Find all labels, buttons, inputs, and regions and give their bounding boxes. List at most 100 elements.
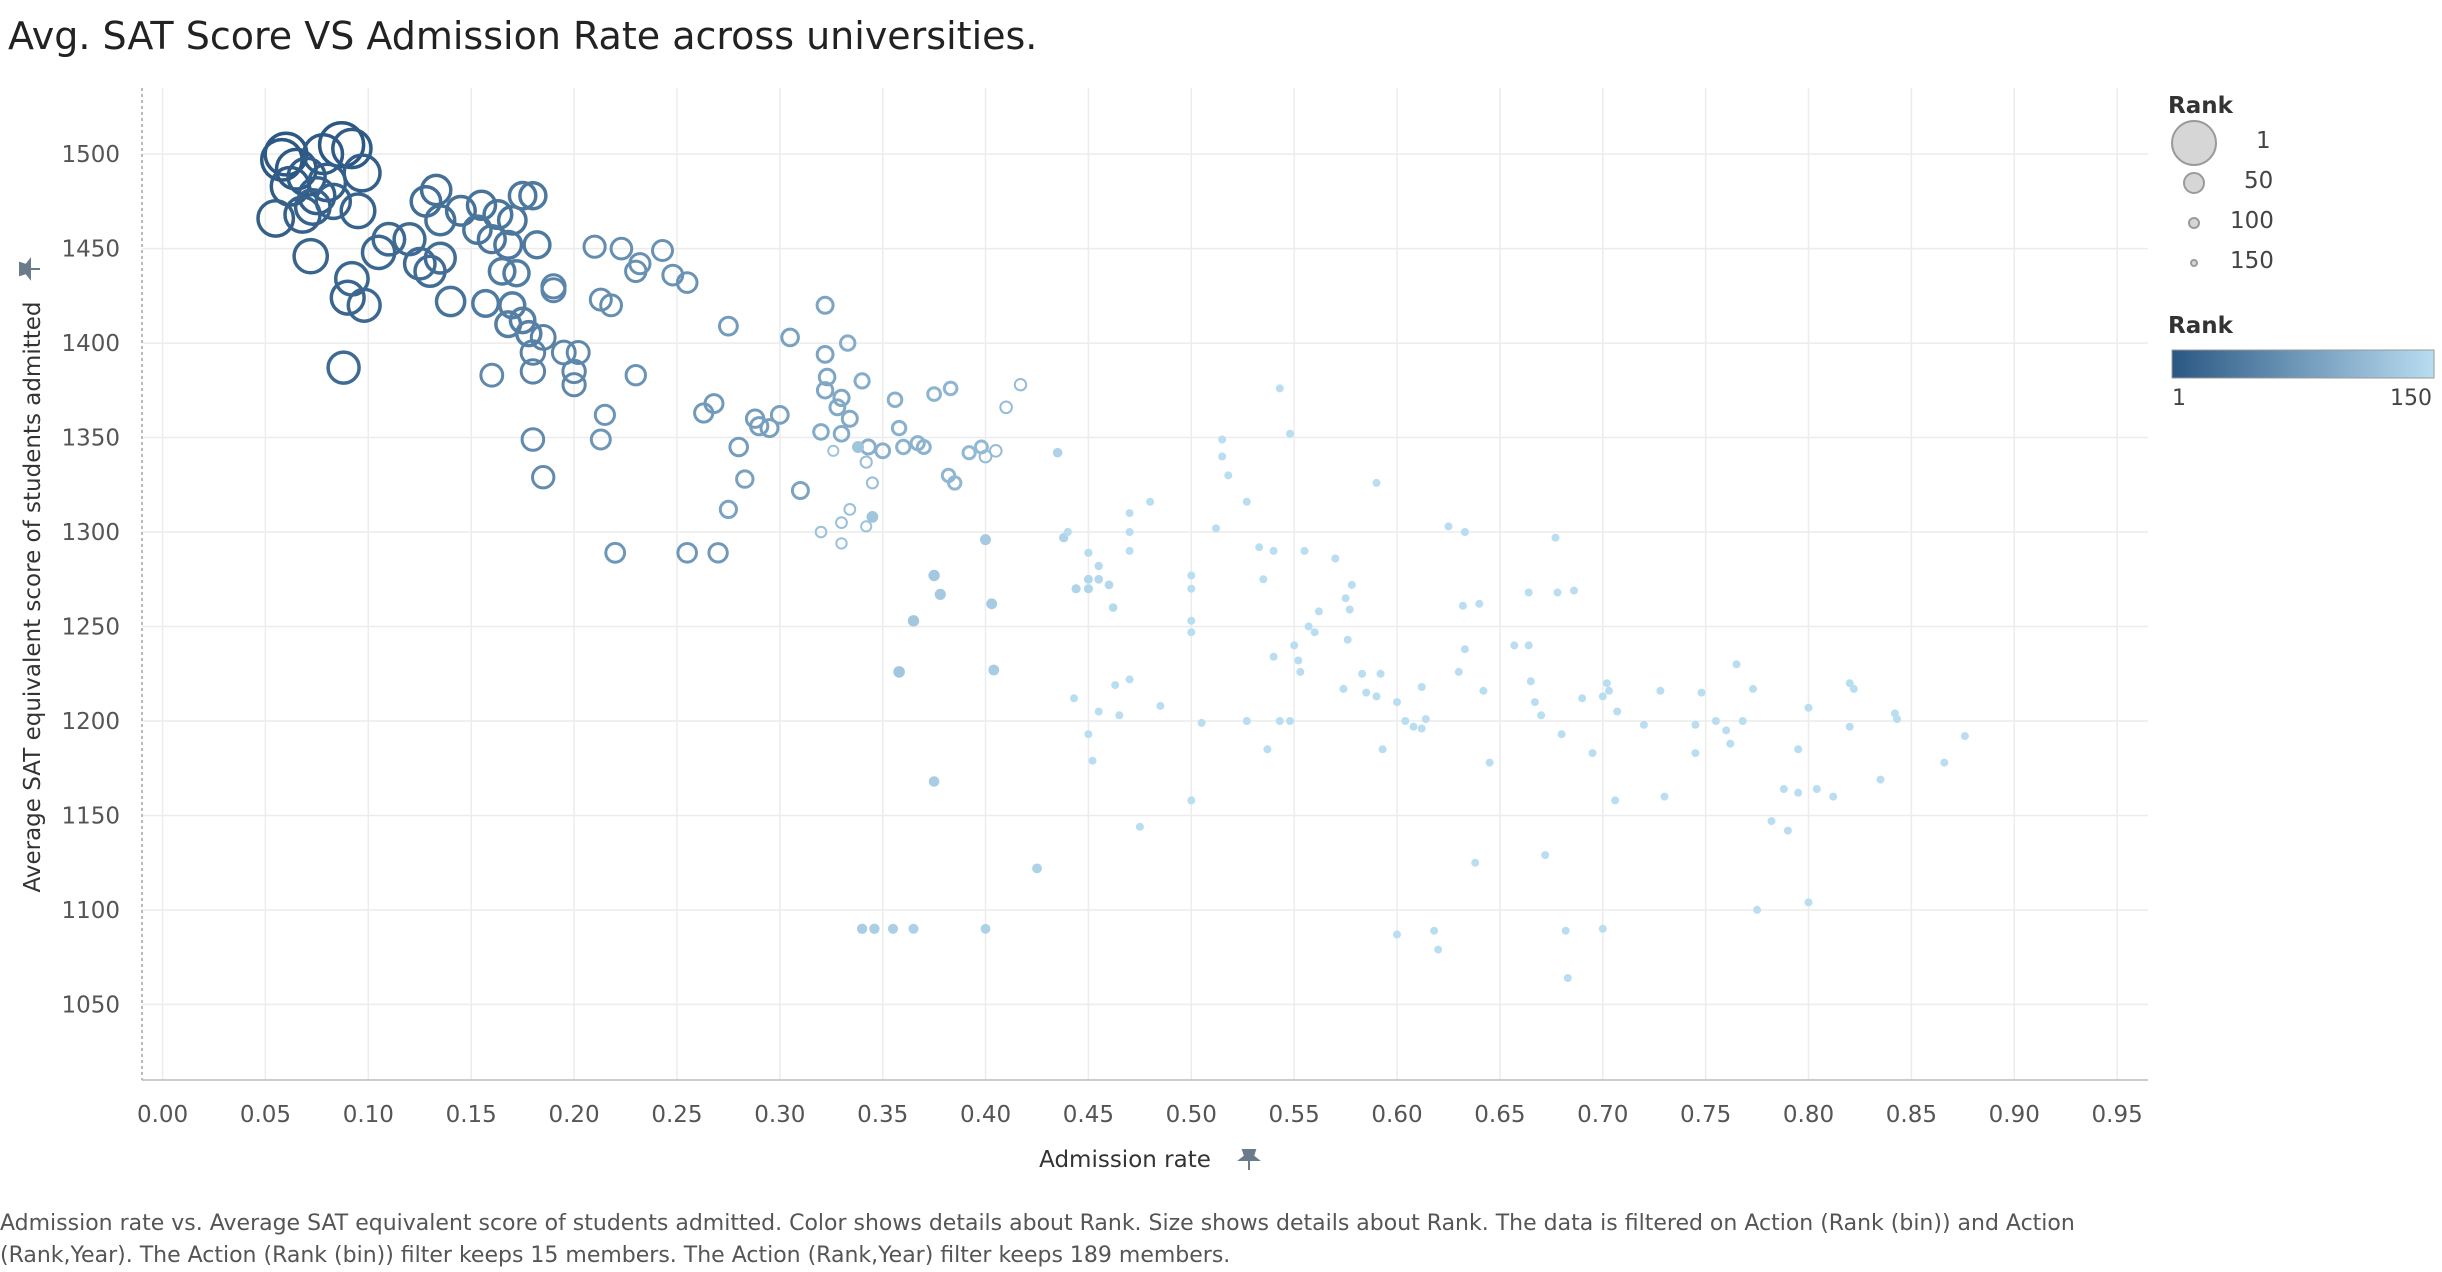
data-point[interactable]	[839, 334, 857, 352]
data-point[interactable]	[1421, 715, 1430, 724]
data-point[interactable]	[1286, 429, 1294, 438]
data-point[interactable]	[790, 481, 810, 500]
data-point[interactable]	[1156, 701, 1165, 710]
data-point[interactable]	[1417, 683, 1426, 691]
data-point[interactable]	[423, 241, 457, 275]
data-point[interactable]	[817, 367, 837, 387]
data-point[interactable]	[1553, 588, 1562, 597]
data-point[interactable]	[928, 776, 940, 787]
data-point[interactable]	[487, 256, 517, 286]
data-point[interactable]	[1602, 679, 1611, 688]
data-point[interactable]	[1940, 758, 1949, 767]
data-point[interactable]	[1314, 607, 1323, 616]
data-point[interactable]	[1732, 660, 1741, 669]
data-point[interactable]	[832, 425, 851, 443]
data-point[interactable]	[493, 229, 524, 260]
data-point[interactable]	[986, 598, 998, 610]
data-point[interactable]	[565, 340, 591, 365]
data-point[interactable]	[1290, 641, 1299, 650]
data-point[interactable]	[1088, 756, 1097, 765]
data-point[interactable]	[522, 230, 552, 260]
data-point[interactable]	[1372, 478, 1381, 487]
data-point[interactable]	[1343, 635, 1352, 644]
data-point[interactable]	[496, 204, 528, 236]
data-point[interactable]	[1259, 575, 1268, 584]
data-point[interactable]	[1108, 603, 1118, 612]
data-point[interactable]	[1454, 667, 1463, 676]
data-point[interactable]	[589, 428, 612, 451]
data-point[interactable]	[1598, 692, 1607, 701]
data-point[interactable]	[326, 350, 361, 385]
data-point[interactable]	[1660, 792, 1669, 801]
data-point[interactable]	[1530, 698, 1539, 707]
data-point[interactable]	[780, 327, 800, 348]
data-point[interactable]	[314, 182, 353, 221]
data-point[interactable]	[934, 588, 946, 601]
data-point[interactable]	[1541, 851, 1550, 860]
data-point[interactable]	[1485, 758, 1494, 767]
data-point[interactable]	[508, 306, 537, 335]
data-point[interactable]	[1304, 622, 1313, 631]
data-point[interactable]	[1393, 930, 1401, 939]
data-point[interactable]	[1063, 527, 1072, 537]
data-point[interactable]	[1286, 717, 1294, 725]
data-point[interactable]	[1212, 524, 1220, 533]
data-point[interactable]	[292, 237, 330, 275]
data-point[interactable]	[1125, 675, 1134, 684]
data-point[interactable]	[1115, 711, 1124, 720]
data-point[interactable]	[1613, 707, 1622, 716]
data-point[interactable]	[599, 293, 623, 318]
data-point[interactable]	[1341, 594, 1350, 603]
data-point[interactable]	[1378, 745, 1387, 754]
data-point[interactable]	[550, 339, 577, 366]
data-point[interactable]	[978, 449, 993, 464]
data-point[interactable]	[1722, 726, 1731, 735]
data-point[interactable]	[980, 923, 991, 934]
data-point[interactable]	[1526, 677, 1535, 686]
data-point[interactable]	[835, 537, 848, 550]
data-point[interactable]	[1876, 775, 1885, 784]
data-point[interactable]	[1362, 688, 1371, 697]
data-point[interactable]	[561, 358, 587, 385]
data-point[interactable]	[893, 666, 905, 678]
data-point[interactable]	[1345, 605, 1354, 614]
data-point[interactable]	[1187, 796, 1196, 805]
data-point[interactable]	[624, 364, 647, 387]
data-point[interactable]	[331, 127, 373, 170]
data-point[interactable]	[860, 520, 873, 533]
data-point[interactable]	[828, 398, 847, 417]
data-point[interactable]	[840, 409, 859, 428]
data-point[interactable]	[718, 315, 739, 337]
y-axis-pin-icon[interactable]	[19, 257, 40, 281]
data-point[interactable]	[256, 198, 296, 238]
data-point[interactable]	[928, 569, 940, 582]
data-point[interactable]	[329, 279, 366, 316]
data-point[interactable]	[815, 345, 835, 364]
data-point[interactable]	[1255, 543, 1264, 552]
data-point[interactable]	[1358, 669, 1367, 678]
data-point[interactable]	[1393, 698, 1401, 707]
data-point[interactable]	[1339, 684, 1348, 693]
data-point[interactable]	[628, 252, 652, 276]
data-point[interactable]	[1310, 628, 1319, 637]
data-point[interactable]	[293, 188, 332, 226]
data-point[interactable]	[1417, 724, 1426, 733]
data-point[interactable]	[999, 400, 1013, 415]
data-point[interactable]	[518, 180, 548, 211]
data-point[interactable]	[1071, 584, 1081, 594]
data-point[interactable]	[1444, 522, 1453, 531]
data-point[interactable]	[843, 503, 857, 516]
data-point[interactable]	[424, 204, 457, 237]
data-point[interactable]	[1059, 533, 1069, 543]
data-point[interactable]	[874, 442, 892, 460]
data-point[interactable]	[582, 234, 607, 259]
data-point[interactable]	[402, 246, 437, 281]
data-point[interactable]	[1094, 707, 1103, 716]
data-point[interactable]	[1711, 717, 1720, 725]
data-point[interactable]	[926, 386, 942, 403]
data-point[interactable]	[1275, 384, 1284, 393]
data-point[interactable]	[1125, 509, 1134, 518]
data-point[interactable]	[476, 224, 507, 255]
data-point[interactable]	[1605, 686, 1613, 695]
data-point[interactable]	[1794, 788, 1803, 797]
